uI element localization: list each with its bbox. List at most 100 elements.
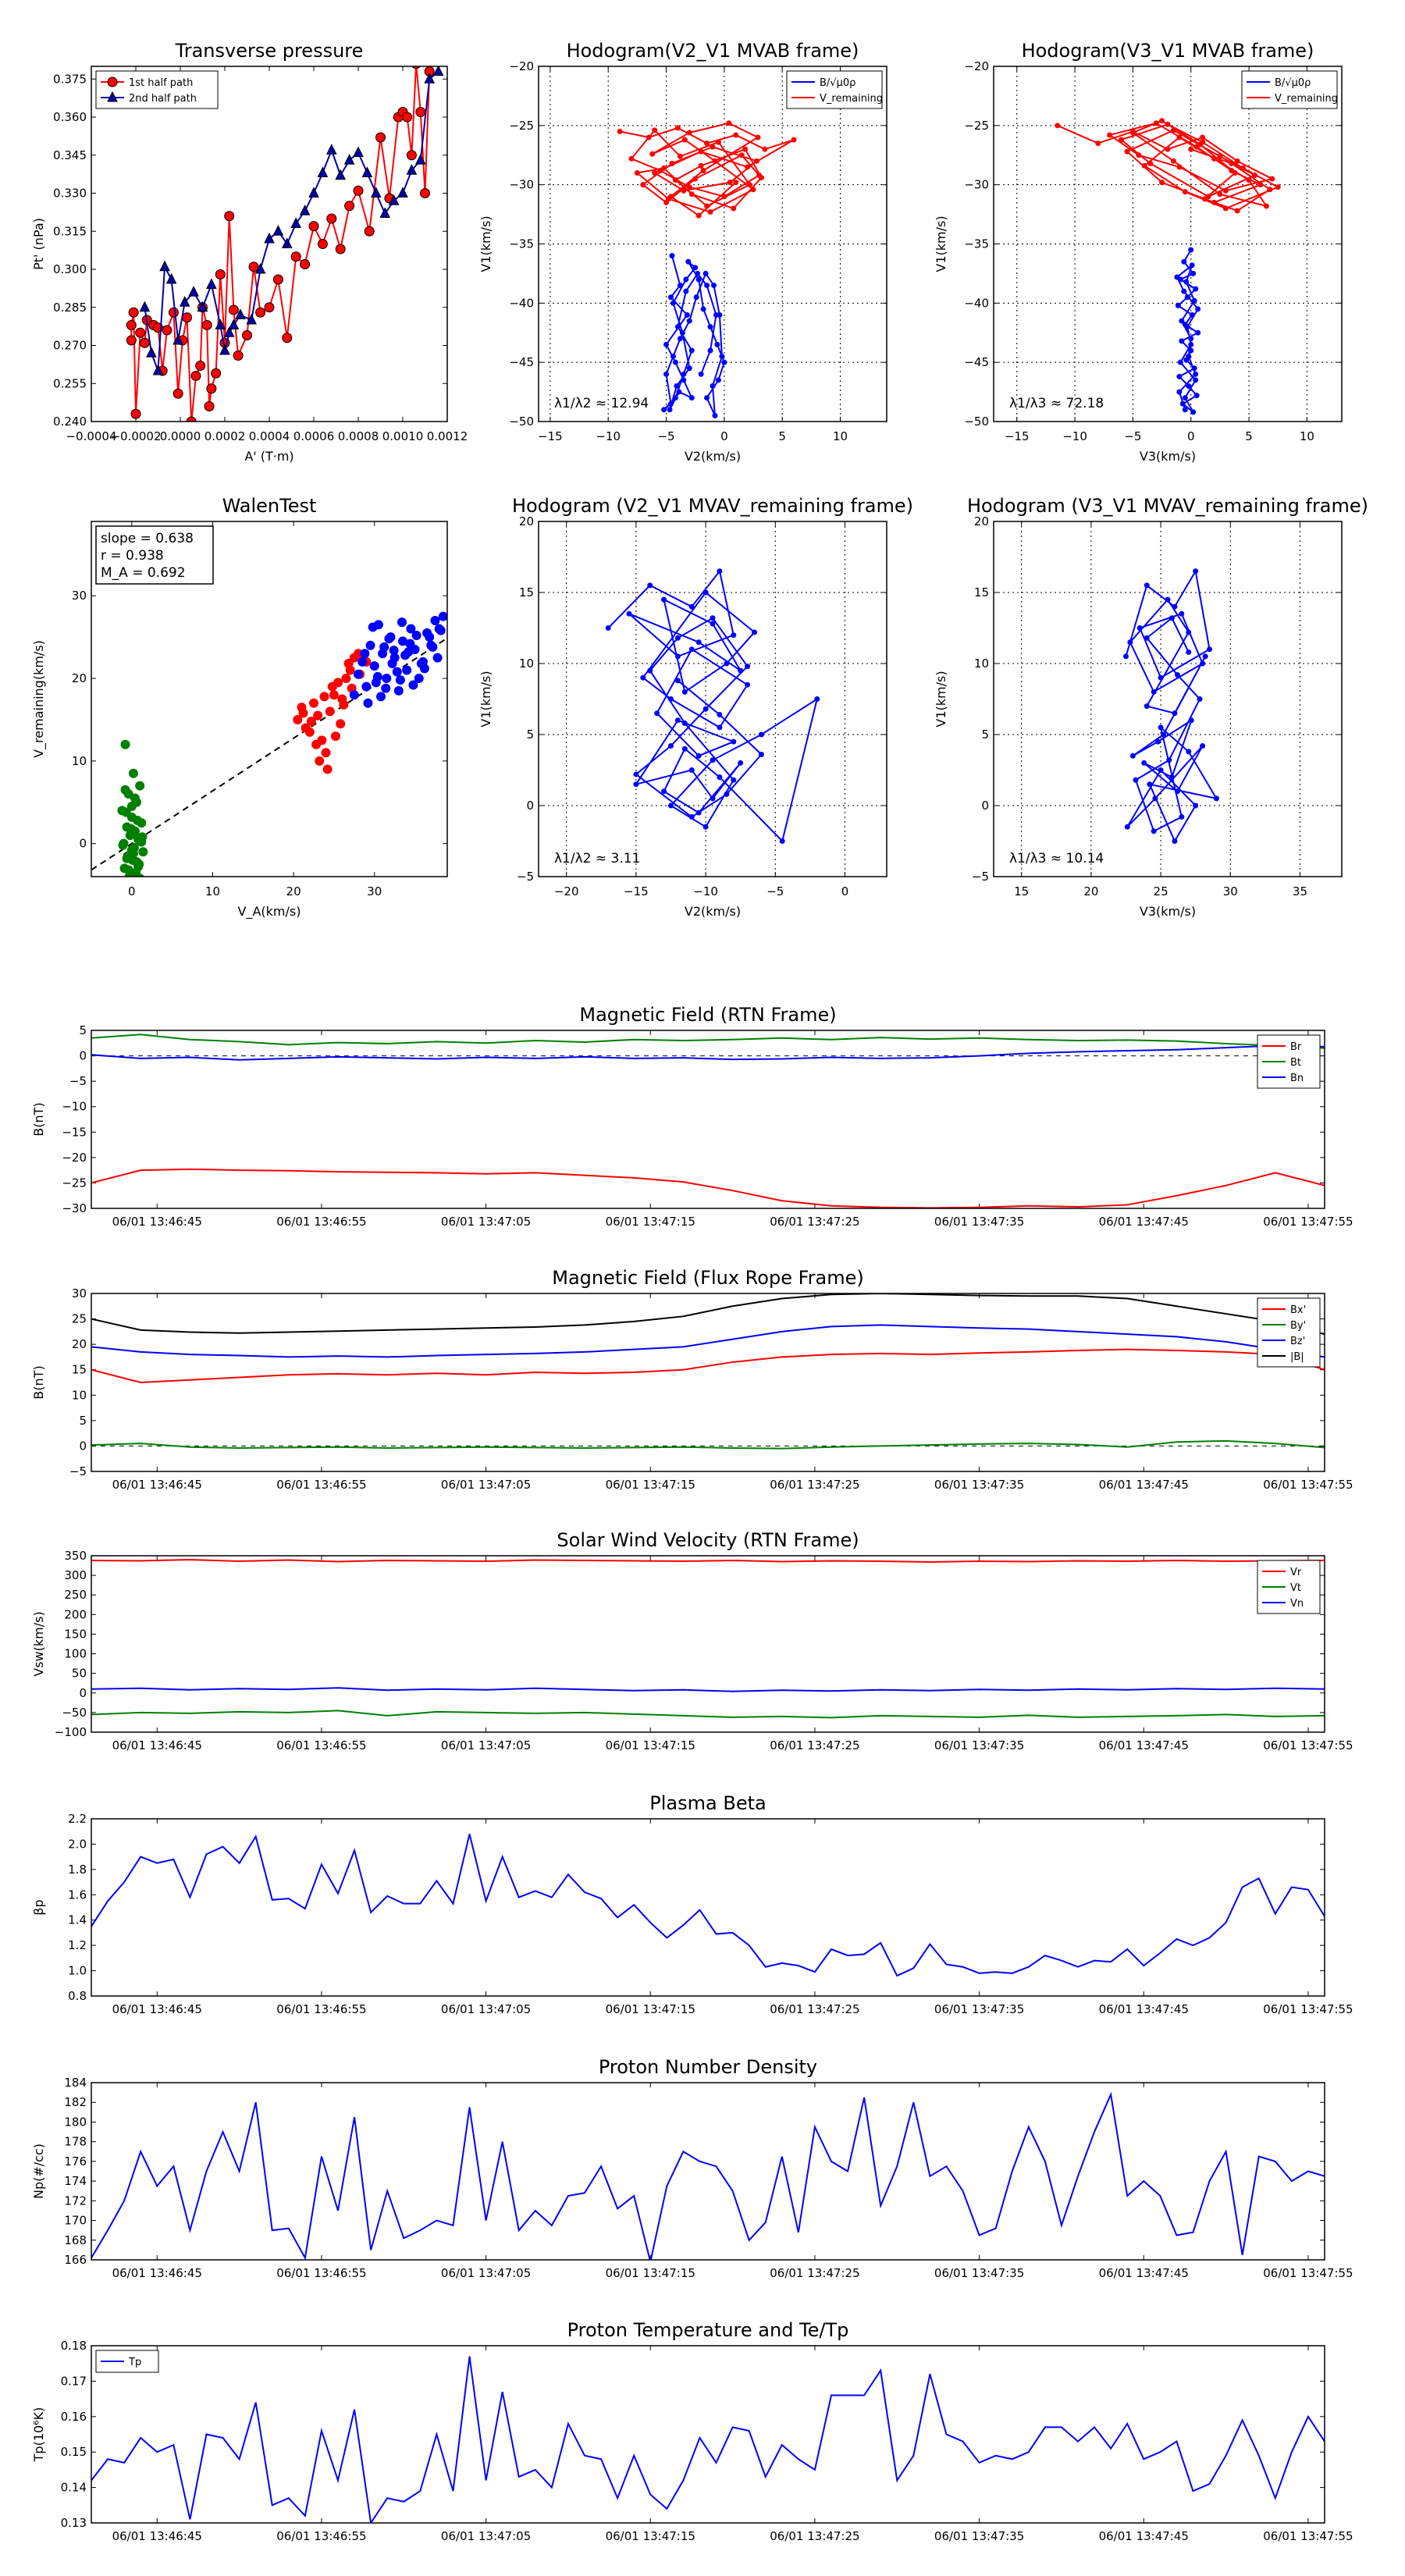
y-tick-label: 30 (72, 1286, 87, 1300)
data-point (1193, 393, 1200, 399)
data-point (745, 664, 751, 670)
data-point (1129, 130, 1136, 136)
y-tick-label: 1.6 (68, 1888, 87, 1902)
data-point (633, 781, 639, 788)
data-point (1189, 312, 1195, 318)
y-tick-label: −20 (62, 1151, 87, 1165)
series-1 (91, 1439, 1325, 1450)
series-0 (91, 1168, 1325, 1208)
series-line (91, 1044, 1325, 1061)
data-point (710, 144, 716, 150)
data-point (1176, 164, 1183, 170)
data-point (654, 710, 660, 717)
y-tick-label: −25 (964, 119, 989, 133)
y-tick-label: 10 (72, 1388, 87, 1402)
data-point (1240, 165, 1247, 171)
series-line (91, 2356, 1325, 2523)
series-1 (617, 120, 797, 219)
plot-area (605, 568, 820, 844)
data-point (688, 767, 695, 773)
data-point (704, 203, 710, 209)
x-tick-label: 06/01 13:46:55 (276, 1478, 366, 1492)
plot-frame (91, 1555, 1325, 1733)
data-point (414, 674, 424, 684)
data-point (758, 751, 764, 757)
y-tick-label: −40 (509, 296, 534, 310)
x-tick-label: 06/01 13:47:55 (1263, 2002, 1353, 2016)
data-point (1151, 688, 1157, 695)
data-point (674, 324, 681, 330)
data-point (640, 674, 646, 681)
x-tick-label: 06/01 13:47:05 (441, 1738, 531, 1752)
data-point (313, 710, 323, 720)
data-point (1193, 377, 1199, 383)
data-point (1257, 182, 1264, 188)
data-point (683, 288, 689, 294)
data-point (1207, 646, 1213, 653)
data-point (717, 712, 723, 718)
data-point (695, 639, 702, 646)
data-point (1193, 802, 1199, 809)
data-point (248, 262, 259, 272)
data-point (1168, 615, 1175, 621)
x-tick-label: −0.0004 (66, 429, 116, 443)
data-point (432, 653, 443, 663)
y-tick-label: −5 (517, 870, 534, 884)
data-point (672, 177, 678, 183)
legend-marker (107, 76, 118, 87)
data-point (173, 388, 183, 399)
series-line (91, 1559, 1325, 1564)
x-tick-label: −15 (624, 884, 649, 898)
data-point (228, 318, 240, 329)
y-tick-label: −100 (55, 1725, 87, 1739)
x-tick-label: 06/01 13:47:15 (606, 2266, 695, 2280)
data-point (381, 683, 391, 693)
data-point (1234, 208, 1240, 214)
data-point (128, 307, 139, 318)
info-line: slope = 0.638 (101, 531, 194, 546)
x-axis-label: V3(km/s) (1140, 449, 1196, 464)
chart-solar_wind_velocity: Solar Wind Velocity (RTN Frame) Vsw(km/s)… (31, 1529, 1353, 1752)
data-point (1197, 696, 1203, 702)
data-point (1263, 203, 1269, 209)
data-point (684, 312, 690, 318)
data-point (698, 371, 704, 377)
x-tick-label: 06/01 13:47:35 (934, 2002, 1024, 2016)
data-point (1181, 258, 1187, 265)
y-tick-label: 0.255 (53, 376, 87, 390)
series-1 (139, 66, 444, 375)
y-axis-label: V1(km/s) (478, 215, 493, 272)
x-axis-label: V2(km/s) (685, 904, 741, 919)
plot-area (1122, 568, 1219, 844)
data-point (738, 667, 744, 674)
data-point (710, 383, 716, 389)
data-point (343, 659, 354, 668)
data-point (679, 329, 685, 336)
data-point (436, 625, 446, 635)
data-point (1179, 400, 1186, 407)
y-tick-label: 180 (64, 2115, 87, 2129)
data-point (317, 239, 328, 249)
data-point (1222, 205, 1229, 212)
data-point (669, 253, 675, 259)
y-tick-label: 0 (79, 837, 87, 851)
info-line: r = 0.938 (101, 548, 164, 564)
data-point (363, 698, 373, 708)
data-point (1166, 757, 1172, 763)
data-point (652, 127, 658, 133)
data-point (414, 154, 426, 165)
data-point (272, 225, 284, 236)
chart-title: Solar Wind Velocity (RTN Frame) (557, 1529, 859, 1551)
data-point (686, 318, 692, 324)
y-tick-label: −20 (509, 59, 534, 73)
y-tick-label: 168 (64, 2233, 87, 2247)
series-0 (91, 1348, 1325, 1384)
y-tick-label: 20 (974, 514, 989, 528)
plot-frame (538, 521, 887, 877)
data-point (121, 807, 131, 817)
x-tick-label: 06/01 13:47:55 (1263, 1478, 1353, 1492)
x-tick-label: −5 (657, 429, 674, 443)
data-point (1202, 653, 1208, 660)
series-line (91, 1710, 1325, 1719)
data-point (634, 170, 640, 176)
